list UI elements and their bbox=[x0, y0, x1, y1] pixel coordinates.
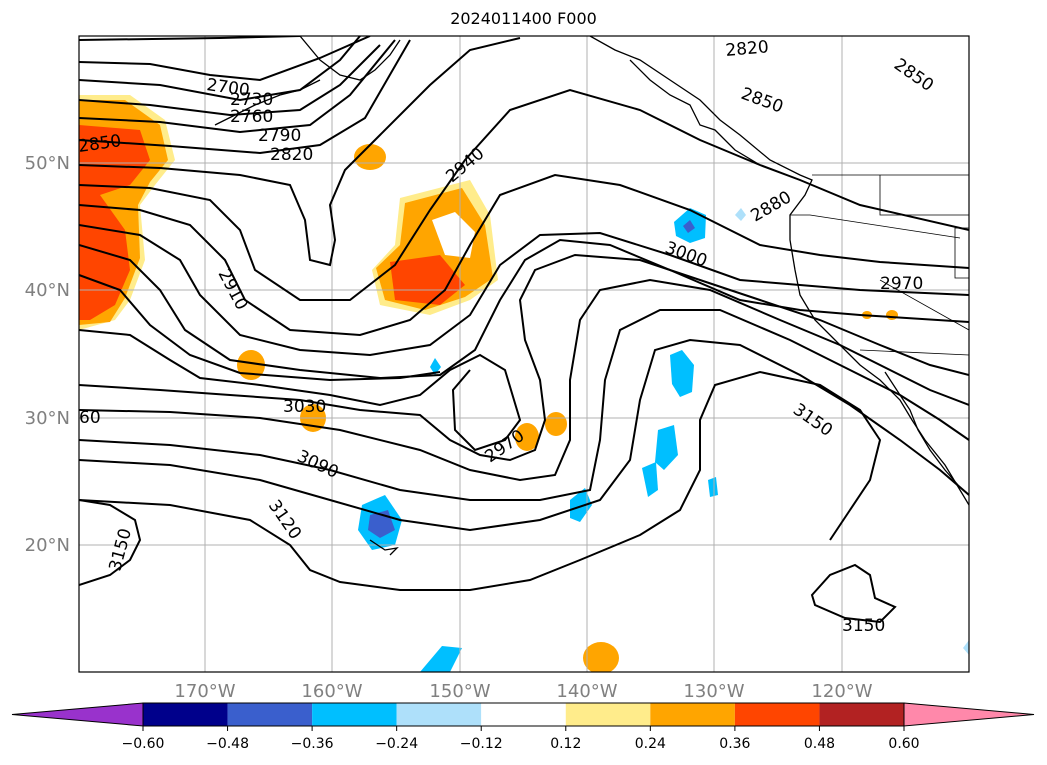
lat-label: 20°N bbox=[25, 535, 70, 556]
lon-label: 160°W bbox=[301, 681, 362, 702]
shaded-fields bbox=[79, 95, 969, 672]
cool-patch bbox=[708, 477, 718, 497]
colorbar: −0.60 −0.48 −0.36 −0.24 −0.12 0.12 0.24 0.36 0.4… bbox=[11, 702, 1035, 752]
colorbar-cell bbox=[650, 703, 735, 726]
central-warm-red bbox=[390, 255, 465, 305]
map-plot-area: 2700 2730 2760 2790 2820 2850 2940 2910 … bbox=[79, 36, 969, 672]
cool-patch-dark bbox=[683, 220, 695, 233]
colorbar-cell bbox=[819, 703, 904, 726]
colorbar-tick-label: −0.12 bbox=[460, 736, 503, 752]
cool-patch bbox=[963, 640, 969, 655]
canada-coast bbox=[629, 59, 761, 166]
contour-label: 3030 bbox=[283, 397, 326, 417]
contour-label: 3150 bbox=[842, 616, 885, 636]
north-america-coast bbox=[589, 36, 969, 506]
colorbar-extend-high bbox=[903, 702, 1035, 727]
contour-label: 2940 bbox=[442, 144, 488, 187]
warm-area-red bbox=[79, 125, 150, 320]
alaska-coast bbox=[299, 36, 401, 81]
colorbar-frame bbox=[142, 702, 905, 727]
colorbar-tick-label: 0.24 bbox=[635, 736, 666, 752]
contour-label: 3150 bbox=[106, 526, 137, 573]
contour-label: 3090 bbox=[294, 446, 342, 482]
cool-patch bbox=[670, 350, 694, 397]
colorbar-tick-label: −0.36 bbox=[291, 736, 334, 752]
colorbar-cell bbox=[481, 703, 566, 726]
colorbar-cell bbox=[227, 703, 313, 726]
borders bbox=[790, 174, 969, 356]
colorbar-cell bbox=[312, 703, 397, 726]
cool-patch bbox=[430, 358, 441, 375]
contour-label: 2880 bbox=[748, 187, 795, 226]
colorbar-tick-label: 0.60 bbox=[888, 736, 919, 752]
contour-label: 2850 bbox=[890, 55, 937, 96]
colorbar-tick-label: 0.36 bbox=[719, 736, 750, 752]
gridlines bbox=[79, 36, 969, 672]
colorbar-tick-label: 0.48 bbox=[804, 736, 835, 752]
contour-label: 60 bbox=[79, 408, 101, 428]
map-frame bbox=[78, 35, 970, 673]
contour-label: 2760 bbox=[230, 107, 273, 127]
colorbar-ticks: −0.60 −0.48 −0.36 −0.24 −0.12 0.12 0.24 0.36 0.4… bbox=[122, 726, 920, 752]
contour-label: 3000 bbox=[662, 238, 709, 272]
coastlines bbox=[214, 36, 969, 556]
lon-label: 130°W bbox=[683, 681, 744, 702]
lon-label: 120°W bbox=[811, 681, 872, 702]
warm-spot bbox=[545, 412, 567, 436]
contour-label: 3150 bbox=[789, 400, 836, 441]
warm-spot bbox=[583, 642, 619, 672]
contour-label: 2850 bbox=[738, 84, 785, 118]
contour-label: 2970 bbox=[880, 274, 923, 294]
colorbar-cells bbox=[11, 702, 1035, 727]
lat-label: 30°N bbox=[25, 408, 70, 429]
contour-label: 2730 bbox=[230, 90, 273, 110]
colorbar-extend-low bbox=[11, 702, 144, 727]
height-contours bbox=[79, 36, 969, 624]
warm-spot bbox=[515, 423, 539, 451]
contour-label: 2790 bbox=[258, 126, 301, 146]
lon-label: 170°W bbox=[174, 681, 235, 702]
cool-patch bbox=[642, 462, 658, 497]
lon-label: 150°W bbox=[429, 681, 490, 702]
warm-spot bbox=[886, 310, 898, 320]
cool-patch bbox=[655, 425, 678, 470]
lat-label: 50°N bbox=[25, 153, 70, 174]
colorbar-tick-label: 0.12 bbox=[550, 736, 581, 752]
colorbar-cell bbox=[565, 703, 651, 726]
lat-label: 40°N bbox=[25, 280, 70, 301]
colorbar-tick-label: −0.24 bbox=[375, 736, 418, 752]
lon-labels: 170°W 160°W 150°W 140°W 130°W 120°W bbox=[174, 681, 872, 702]
hawaii bbox=[369, 539, 399, 556]
colorbar-cell bbox=[734, 703, 820, 726]
colorbar-tick-label: −0.48 bbox=[206, 736, 249, 752]
cool-patch bbox=[735, 208, 746, 221]
colorbar-cell bbox=[396, 703, 482, 726]
cool-patch bbox=[420, 646, 462, 672]
contour-label: 3120 bbox=[264, 496, 305, 543]
lon-label: 140°W bbox=[556, 681, 617, 702]
contour-label: 2820 bbox=[725, 37, 770, 61]
lat-labels: 50°N 40°N 30°N 20°N bbox=[25, 153, 70, 556]
colorbar-tick-label: −0.60 bbox=[122, 736, 165, 752]
central-warm-hole bbox=[432, 212, 475, 258]
colorbar-cell bbox=[143, 703, 228, 726]
contour-label: 2820 bbox=[270, 145, 313, 165]
map-title: 2024011400 F000 bbox=[450, 9, 597, 28]
